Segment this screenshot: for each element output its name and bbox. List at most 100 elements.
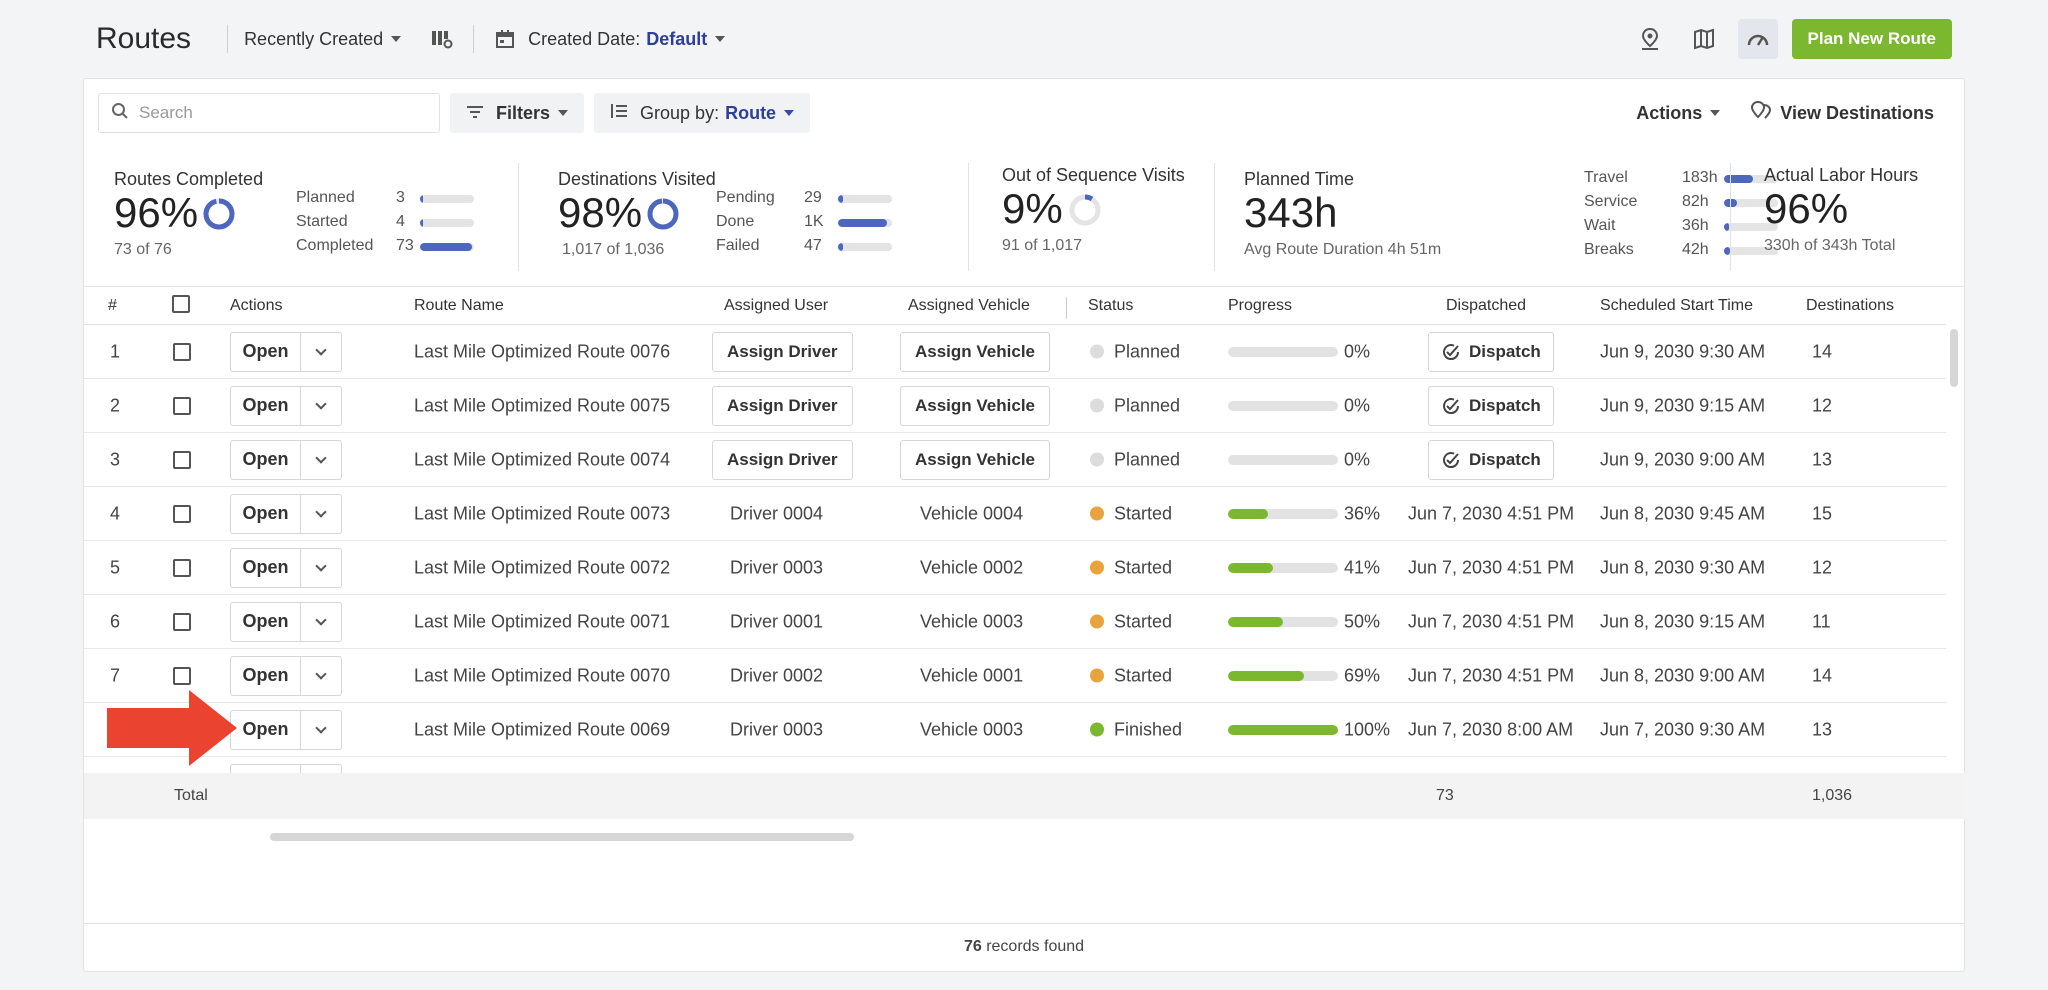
progress-percent: 0% <box>1344 341 1371 361</box>
stat-routes-completed: Routes Completed 96% 73 of 76 Planned 3 St… <box>114 145 514 287</box>
route-name[interactable]: Last Mile Optimized Route 0071 <box>414 611 671 631</box>
stat-sub: Avg Route Duration 4h 51m <box>1244 241 1442 258</box>
route-name[interactable]: Last Mile Optimized Route 0070 <box>414 665 671 685</box>
table-row: 7 Open Last Mile Optimized Route 0070 Dri… <box>84 649 1946 703</box>
column-header-number[interactable]: # <box>108 297 117 314</box>
assign-driver-button[interactable]: Assign Driver <box>712 439 853 480</box>
status-label: Started <box>1114 557 1173 577</box>
column-header-scheduled-start[interactable]: Scheduled Start Time <box>1600 297 1753 314</box>
records-suffix: records found <box>986 938 1085 955</box>
group-by-dropdown[interactable]: Group by: Route <box>594 93 811 133</box>
assign-driver-button[interactable]: Assign Driver <box>712 331 853 372</box>
open-button[interactable]: Open <box>231 656 301 695</box>
column-settings-icon[interactable] <box>427 24 457 54</box>
select-all-checkbox[interactable] <box>172 295 190 313</box>
dispatch-label: Dispatch <box>1469 341 1541 361</box>
row-checkbox[interactable] <box>173 612 191 631</box>
route-name[interactable]: Last Mile Optimized Route 0073 <box>414 503 671 523</box>
progress-bar <box>1228 724 1338 735</box>
filter-icon <box>466 103 484 124</box>
donut-fill <box>647 198 679 230</box>
more-options-button[interactable] <box>301 387 341 425</box>
open-button[interactable]: Open <box>231 602 301 641</box>
row-checkbox[interactable] <box>173 450 191 469</box>
totals-dispatched: 73 <box>1436 787 1454 804</box>
dashboard-gauge-icon[interactable] <box>1737 19 1778 59</box>
stat-value: 343h <box>1244 189 1338 236</box>
breakdown-value: 1K <box>804 213 824 230</box>
row-checkbox[interactable] <box>173 342 191 361</box>
actions-dropdown[interactable]: Actions <box>1636 102 1721 124</box>
more-options-button[interactable] <box>301 549 341 587</box>
assigned-user: Driver 0004 <box>730 503 824 523</box>
open-button[interactable]: Open <box>231 386 301 425</box>
column-header-route-name[interactable]: Route Name <box>414 297 504 314</box>
search-box[interactable] <box>98 93 440 133</box>
assign-vehicle-button[interactable]: Assign Vehicle <box>900 439 1050 480</box>
more-options-button[interactable] <box>301 441 341 479</box>
more-options-button[interactable] <box>301 711 341 749</box>
column-header-destinations[interactable]: Destinations <box>1806 297 1895 314</box>
row-checkbox[interactable] <box>173 666 191 685</box>
assign-driver-button[interactable]: Assign Driver <box>712 385 853 426</box>
route-name[interactable]: Last Mile Optimized Route 0075 <box>414 395 671 415</box>
open-button[interactable]: Open <box>231 494 301 533</box>
open-button[interactable]: Open <box>231 764 301 773</box>
view-destinations-label: View Destinations <box>1780 102 1934 123</box>
route-name[interactable]: Last Mile Optimized Route 0072 <box>414 557 671 577</box>
open-button[interactable]: Open <box>231 332 301 371</box>
stat-value: 96% <box>114 189 199 236</box>
route-name[interactable]: Last Mile Optimized Route 0069 <box>414 719 671 739</box>
sort-dropdown[interactable]: Recently Created <box>244 29 402 50</box>
stat-sub: 73 of 76 <box>114 241 172 258</box>
column-header-status[interactable]: Status <box>1088 297 1134 314</box>
breakdown-label: Travel <box>1584 169 1628 186</box>
column-header-progress[interactable]: Progress <box>1228 297 1293 314</box>
donut-track <box>1069 194 1101 226</box>
row-checkbox[interactable] <box>173 504 191 523</box>
more-options-button[interactable] <box>301 603 341 641</box>
view-destinations-button[interactable]: View Destinations <box>1750 100 1934 126</box>
horizontal-scrollbar[interactable] <box>270 833 854 841</box>
pointer-arrow-icon <box>107 690 237 766</box>
vertical-scrollbar[interactable] <box>1950 329 1958 387</box>
donut-fill <box>203 198 235 230</box>
status-badge: Finished <box>1090 719 1182 740</box>
status-label: Planned <box>1114 341 1181 361</box>
row-checkbox[interactable] <box>173 396 191 415</box>
row-checkbox[interactable] <box>173 558 191 577</box>
assigned-vehicle: Vehicle 0003 <box>920 719 1024 739</box>
assigned-vehicle: Vehicle 0001 <box>920 665 1024 685</box>
dispatched-time: Jun 7, 2030 8:00 AM <box>1408 719 1574 739</box>
column-divider[interactable] <box>1066 297 1067 319</box>
open-button[interactable]: Open <box>231 440 301 479</box>
progress-bar-fill <box>1228 562 1274 573</box>
more-options-button[interactable] <box>301 495 341 533</box>
dispatch-button[interactable]: Dispatch <box>1428 385 1554 426</box>
dispatch-button[interactable]: Dispatch <box>1428 439 1554 480</box>
map-icon[interactable] <box>1684 19 1724 59</box>
more-options-button[interactable] <box>301 657 341 695</box>
stat-value: 9% <box>1002 185 1063 232</box>
more-options-button[interactable] <box>301 333 341 371</box>
stat-label: Planned Time <box>1244 169 1355 189</box>
filters-button[interactable]: Filters <box>450 93 585 133</box>
column-header-assigned-vehicle[interactable]: Assigned Vehicle <box>908 297 1030 314</box>
location-pin-icon[interactable] <box>1630 19 1670 59</box>
date-filter-dropdown[interactable]: Created Date: Default <box>490 24 726 54</box>
more-options-button[interactable] <box>301 765 341 774</box>
route-name[interactable]: Last Mile Optimized Route 0076 <box>414 341 671 361</box>
plan-new-route-button[interactable]: Plan New Route <box>1791 19 1952 59</box>
column-header-dispatched[interactable]: Dispatched <box>1446 297 1527 314</box>
route-name[interactable]: Last Mile Optimized Route 0074 <box>414 449 671 469</box>
assign-vehicle-button[interactable]: Assign Vehicle <box>900 385 1050 426</box>
actions-label: Actions <box>1636 102 1703 123</box>
search-input[interactable] <box>139 103 419 123</box>
group-by-label: Group by: <box>640 102 720 123</box>
column-header-assigned-user[interactable]: Assigned User <box>724 297 829 314</box>
open-button[interactable]: Open <box>231 710 301 749</box>
stat-planned-time: Planned Time 343h Avg Route Duration 4h … <box>1244 145 1778 287</box>
open-button[interactable]: Open <box>231 548 301 587</box>
assign-vehicle-button[interactable]: Assign Vehicle <box>900 331 1050 372</box>
dispatch-button[interactable]: Dispatch <box>1428 331 1554 372</box>
